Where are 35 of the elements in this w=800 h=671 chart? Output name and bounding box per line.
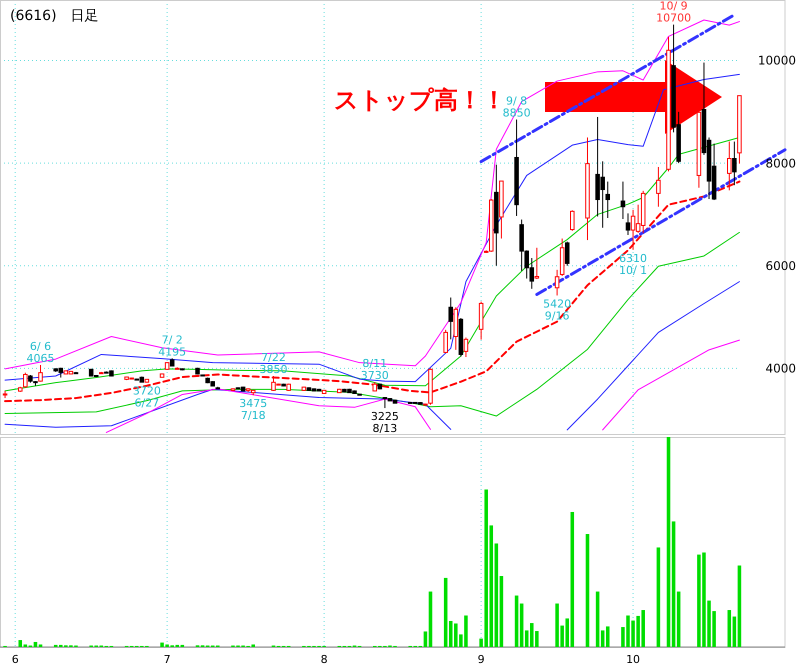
bar [656,547,660,647]
candlestick [372,382,378,392]
bar [586,534,590,647]
text: (6616) 日足 [10,8,99,24]
x-tick-label: 6 [12,653,19,666]
candlestick [534,247,540,280]
x-tick-label: 10 [626,653,640,666]
annotation: 6/ 6 4065 [26,340,55,365]
x-tick-label: 9 [478,653,485,666]
candlestick [464,337,468,358]
candlestick [564,241,570,266]
annotation: 10/ 9 10700 [656,0,692,25]
annotation: 6310 10/ 1 [618,252,648,277]
y-tick-label: 8000 [765,156,796,170]
candlestick [620,181,626,220]
annotation: 7/ 2 4195 [158,333,186,358]
annotation: 3475 7/18 [239,397,268,422]
candlestick [732,141,737,186]
line-series [4,74,740,382]
candlestick [443,329,448,354]
candlestick [448,297,454,340]
candlestick [605,181,610,219]
candlestick [23,372,28,388]
y-tick-label: 6000 [765,258,796,273]
candlestick [554,269,560,296]
x-tick-label: 8 [320,653,328,666]
y-tick-label: 4000 [765,362,796,376]
candlestick [38,364,43,382]
candlestick [656,166,661,208]
annotation: 3225 8/13 [370,410,399,436]
annotation: 3720 6/27 [132,384,161,410]
candlestick [570,210,575,232]
candlestick [626,212,630,236]
x-tick-label: 7 [164,653,171,666]
y-tick-label: 10000 [758,54,796,68]
